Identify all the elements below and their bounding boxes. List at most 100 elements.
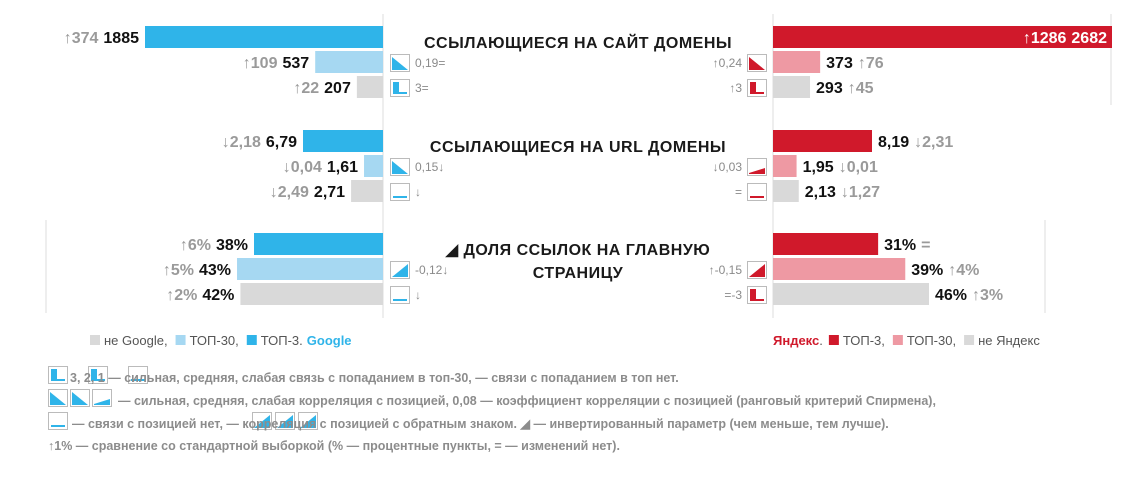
google-value-label: 38% — [216, 237, 248, 254]
yandex-value-label: 39% — [911, 262, 943, 279]
google-bar — [303, 130, 383, 152]
legend-item: не Яндекс — [978, 333, 1040, 348]
yandex-corr-label: ↑3 — [729, 81, 742, 95]
yandex-delta-label: = — [921, 237, 930, 254]
google-delta-label: ↓2,18 — [222, 134, 261, 151]
legend-swatch — [246, 335, 257, 345]
link-medium-icon — [88, 366, 108, 384]
google-delta-label: ↑6% — [180, 237, 211, 254]
yandex-bar — [773, 258, 906, 280]
legend-swatch — [892, 335, 903, 345]
yandex-delta-label: ↑3% — [972, 287, 1003, 304]
yandex-delta-label: ↑76 — [858, 55, 884, 72]
legend-brand-google: Google — [307, 333, 352, 348]
google-corr-label: 0,19= — [415, 56, 445, 70]
link-strong-icon — [747, 79, 767, 97]
group-titles: ССЫЛАЮЩИЕСЯ НА САЙТ ДОМЕНЫ ССЫЛАЮЩИЕСЯ НА… — [424, 33, 732, 282]
yandex-value-label: 2682 — [1071, 30, 1107, 47]
yandex-value-label: 293 — [816, 80, 843, 97]
google-value-label: 537 — [282, 55, 309, 72]
link-strong-icon — [747, 286, 767, 304]
google-corr-label: -0,12↓ — [415, 263, 448, 277]
google-value-label: 43% — [199, 262, 231, 279]
legend-swatch — [175, 335, 186, 345]
yandex-corr-label: =-3 — [724, 288, 742, 302]
legend-item: ТОП-3, — [843, 333, 885, 348]
google-bar — [364, 155, 383, 177]
footnote-line: ↑1% — сравнение со стандартной выборкой … — [48, 439, 620, 453]
yandex-value-label: 8,19 — [878, 134, 909, 151]
yandex-bar — [773, 76, 811, 98]
google-delta-label: ↓0,04 — [283, 159, 322, 176]
yandex-delta-label: ↑4% — [948, 262, 979, 279]
google-value-label: 1,61 — [327, 159, 358, 176]
google-value-label: 1885 — [103, 30, 139, 47]
google-corr-label: ↓ — [415, 288, 421, 302]
corr-medium-icon — [390, 158, 410, 176]
yandex-corr-label: ↑-0,15 — [709, 263, 743, 277]
legend-item: ТОП-3. — [261, 333, 303, 348]
yandex-value-label: 31% — [884, 237, 916, 254]
group-title: ◢ ДОЛЯ ССЫЛОК НА ГЛАВНУЮ — [445, 242, 711, 259]
footnote-line: — связи с позицией нет, — корреляция с п… — [72, 417, 889, 431]
corr-medium-icon — [390, 54, 410, 72]
bar-layer: 1885↑374 2682↑1286 537↑109 373 ↑76 207 ↑22 293 ↑… — [64, 26, 1112, 305]
google-corr-label: 3= — [415, 81, 429, 95]
footnote-line: 3, 2, 1 — сильная, средняя, слабая связь… — [70, 371, 679, 385]
google-bar — [351, 180, 383, 202]
yandex-corr-label: = — [735, 185, 742, 199]
yandex-bar — [773, 26, 1112, 48]
link-strong-icon — [48, 366, 68, 384]
no-link-icon — [390, 183, 410, 201]
yandex-delta-label: ↑1286 — [1023, 30, 1067, 47]
yandex-bar — [773, 283, 929, 305]
group-title: ССЫЛАЮЩИЕСЯ НА URL ДОМЕНЫ — [430, 139, 726, 156]
link-weak-icon — [128, 366, 148, 384]
google-value-label: 2,71 — [314, 184, 345, 201]
google-delta-label: ↑2% — [166, 287, 197, 304]
yandex-corr-label: ↓0,03 — [713, 160, 743, 174]
google-delta-label: ↓2,49 — [270, 184, 309, 201]
yandex-value-label: 2,13 — [805, 184, 836, 201]
corr-inverse-weak-icon — [298, 412, 318, 430]
corr-medium-icon — [70, 389, 90, 407]
corr-inverse-medium-icon — [275, 412, 295, 430]
footnote: 3, 2, 1 — сильная, средняя, слабая связь… — [48, 366, 936, 453]
google-bar — [145, 26, 383, 48]
legend-brand-suffix: . — [819, 333, 823, 348]
link-strong-icon — [390, 79, 410, 97]
legend-swatch — [828, 335, 839, 345]
footnote-line: — сильная, средняя, слабая корреляция с … — [118, 394, 936, 408]
corr-strong-icon — [48, 389, 68, 407]
google-delta-label: ↑5% — [163, 262, 194, 279]
google-corr-label: ↓ — [415, 185, 421, 199]
yandex-corr-label: ↑0,24 — [713, 56, 743, 70]
yandex-bar — [773, 51, 821, 73]
google-value-label: 6,79 — [266, 134, 297, 151]
legend-item: ТОП-30, — [190, 333, 239, 348]
yandex-bar — [773, 130, 872, 152]
no-corr-icon — [48, 412, 68, 430]
legend-brand-yandex: Яндекс — [773, 333, 819, 348]
google-bar — [240, 283, 383, 305]
corr-weak-icon — [747, 158, 767, 176]
group-title: ССЫЛАЮЩИЕСЯ НА САЙТ ДОМЕНЫ — [424, 33, 732, 52]
yandex-value-label: 1,95 — [803, 159, 834, 176]
legend: не Google, ТОП-30, ТОП-3. Google Яндекс. ТОП-… — [90, 333, 1040, 348]
google-corr-label: 0,15↓ — [415, 160, 444, 174]
google-bar — [356, 76, 383, 98]
google-value-label: 207 — [324, 80, 351, 97]
yandex-delta-label: ↓1,27 — [841, 184, 880, 201]
yandex-bar — [773, 180, 799, 202]
google-bar — [254, 233, 383, 255]
no-link-icon — [747, 183, 767, 201]
yandex-delta-label: ↓2,31 — [914, 134, 953, 151]
legend-item: не Google, — [104, 333, 168, 348]
corr-inverse-medium-icon — [390, 261, 410, 279]
yandex-bar — [773, 233, 879, 255]
legend-item: ТОП-30, — [907, 333, 956, 348]
yandex-delta-label: ↓0,01 — [839, 159, 878, 176]
correlation-markers: 0,19= ↑0,24 3= ↑3 0,15↓ ↓0,03 ↓ = -0,12↓ ↑-0,15 ↓ =… — [390, 54, 767, 304]
google-delta-label: ↑374 — [64, 30, 99, 47]
